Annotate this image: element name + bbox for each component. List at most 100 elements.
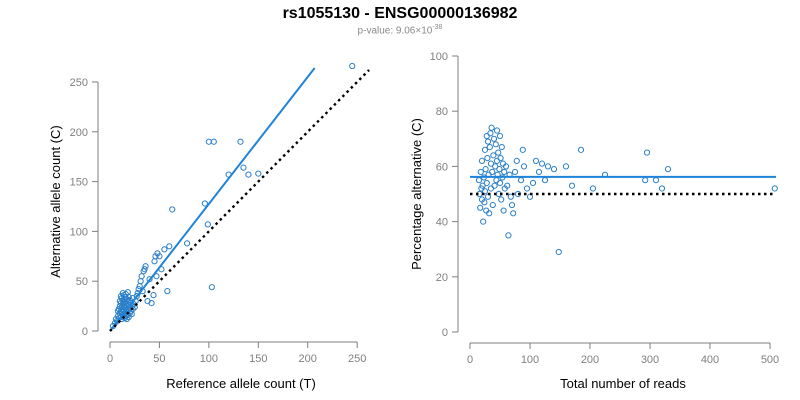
right-plot-data-point: [523, 185, 531, 192]
right-plot-data-point: [510, 210, 517, 217]
right-plot-data-point: [529, 179, 537, 187]
right-plot-data-point: [504, 182, 511, 189]
left-plot-data-point: [148, 300, 155, 307]
right-plot-data-point: [496, 166, 503, 173]
right-plot-data-point: [486, 143, 493, 151]
right-plot-y-tick-label: 60: [436, 161, 448, 173]
left-plot-x-tick-label: 50: [153, 353, 165, 365]
right-plot-data-point: [520, 163, 528, 170]
right-plot-points: [475, 124, 778, 256]
left-plot-data-point: [151, 258, 158, 265]
right-plot-data-point: [483, 132, 490, 140]
right-plot-data-point: [511, 168, 519, 176]
right-plot-data-point: [550, 166, 558, 173]
left-plot-points: [109, 62, 356, 330]
right-plot-data-point: [513, 157, 520, 164]
right-plot-data-point: [477, 168, 484, 176]
left-plot-fit-line: [109, 67, 316, 332]
right-plot-y-tick-label: 0: [442, 327, 448, 339]
right-plot-data-point: [544, 163, 552, 170]
right-plot-data-point: [493, 157, 501, 164]
right-plot-data-point: [517, 177, 525, 184]
right-plot-data-point: [487, 130, 494, 137]
right-plot-data-point: [492, 141, 499, 148]
right-plot-data-point: [482, 166, 489, 173]
right-plot-x-tick-label: 200: [581, 354, 599, 366]
right-plot-data-point: [487, 185, 495, 192]
right-plot-data-point: [477, 204, 484, 211]
right-plot-x-tick-label: 100: [521, 354, 539, 366]
left-plot-data-point: [255, 170, 262, 177]
right-plot-data-point: [489, 201, 496, 209]
left-plot-x-tick-label: 200: [299, 353, 317, 365]
left-plot-data-point: [166, 243, 173, 250]
left-plot-x-tick-label: 250: [348, 353, 366, 365]
p-value-text: p-value: 9.06×10: [357, 25, 433, 37]
right-plot-data-point: [490, 135, 498, 142]
left-plot-data-point: [164, 288, 171, 295]
left-plot-data-point: [205, 138, 212, 145]
scatter-plot-percentage-alternative: 0 100 200 300 400 500 Total number of reads 0 20…: [409, 51, 779, 391]
left-plot-data-point: [208, 284, 215, 291]
right-plot-data-point: [498, 143, 505, 151]
p-value-exponent: -38: [432, 24, 443, 31]
right-plot-data-point: [562, 163, 570, 170]
right-plot-data-point: [658, 185, 666, 192]
right-plot-y-tick-label: 20: [436, 272, 448, 284]
left-plot-data-point: [137, 278, 144, 285]
left-plot-data-point: [201, 200, 209, 207]
scatter-plot-allele-counts: 0 50 100 150 200 250 Reference allele count (T…: [48, 62, 370, 391]
right-plot-x-tick-label: 400: [701, 354, 719, 366]
right-plot-data-point: [505, 232, 512, 239]
right-plot-data-point: [652, 177, 660, 184]
right-plot-data-point: [493, 177, 500, 184]
right-plot-data-point: [489, 168, 496, 176]
right-plot-data-point: [487, 160, 495, 167]
left-plot-data-point: [150, 292, 157, 299]
right-plot-y-axis: 0 20 40 60 80 100 Percentage alternative (C): [409, 51, 459, 339]
left-plot-y-tick-label: 50: [76, 276, 88, 288]
right-plot-x-axis-label: Total number of reads: [560, 376, 686, 391]
right-plot-y-tick-label: 80: [436, 106, 448, 118]
right-plot-data-point: [488, 124, 495, 131]
right-plot-y-tick-label: 100: [430, 51, 448, 63]
right-plot-data-point: [498, 196, 505, 203]
left-plot-data-point: [141, 266, 148, 273]
left-plot-data-point: [169, 206, 176, 213]
left-plot-data-point: [142, 263, 149, 270]
right-plot-data-point: [577, 146, 585, 153]
right-plot-data-point: [589, 185, 597, 192]
left-plot-data-point: [121, 294, 128, 301]
left-plot-data-point: [125, 294, 132, 301]
left-plot-data-point: [210, 138, 217, 145]
left-plot-data-point: [349, 62, 356, 70]
right-plot-data-point: [771, 185, 778, 192]
right-plot-data-point: [484, 155, 491, 162]
left-plot-reference-line: [109, 69, 370, 332]
right-plot-data-point: [495, 149, 502, 156]
left-plot-data-point: [184, 240, 191, 247]
left-plot-y-tick-label: 0: [82, 326, 88, 338]
left-plot-x-tick-label: 150: [249, 353, 267, 365]
right-plot-data-point: [484, 138, 492, 145]
right-plot-data-point: [475, 177, 483, 184]
left-plot-data-point: [204, 221, 211, 228]
chart-title: rs1055130 - ENSG00000136982: [282, 5, 518, 22]
left-plot-data-point: [138, 273, 145, 280]
right-plot-y-axis-label: Percentage alternative (C): [409, 118, 424, 270]
right-plot-x-tick-label: 300: [641, 354, 659, 366]
right-plot-data-point: [481, 188, 489, 195]
right-plot-data-point: [490, 152, 497, 159]
right-plot-data-point: [481, 199, 488, 206]
right-plot-data-point: [479, 182, 486, 189]
right-plot-data-point: [535, 168, 543, 176]
right-plot-data-point: [500, 207, 507, 214]
right-plot-data-point: [491, 182, 498, 189]
right-plot-data-point: [532, 157, 540, 164]
right-plot-data-point: [486, 210, 493, 217]
right-plot-data-point: [496, 132, 504, 140]
right-plot-x-axis: 0 100 200 300 400 500 Total number of reads: [467, 342, 779, 391]
left-plot-y-axis-label: Alternative allele count (C): [48, 125, 63, 277]
right-plot-data-point: [492, 163, 499, 170]
